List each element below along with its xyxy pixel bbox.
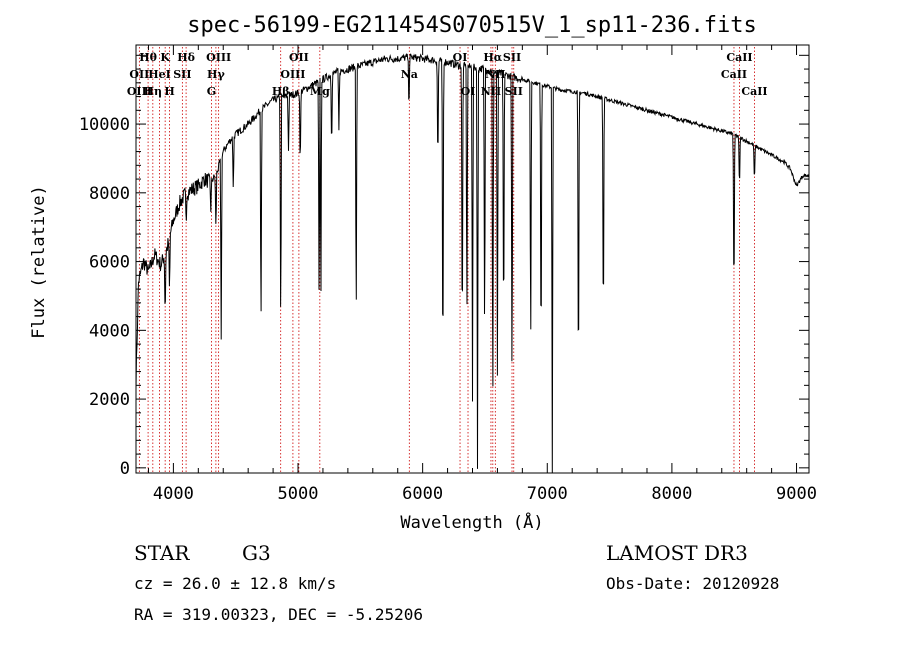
y-tick-label: 4000 — [89, 321, 130, 341]
spectrum-series-line — [135, 52, 810, 474]
x-axis-label: Wavelength (Å) — [400, 511, 543, 533]
x-tick-label: 8000 — [651, 484, 692, 504]
spectral-line-label: OI — [453, 51, 468, 64]
spectral-line-label: OII — [129, 68, 149, 81]
survey-name: LAMOST DR3 — [606, 541, 748, 565]
spectral-line-label: G — [207, 85, 216, 98]
spectral-line-label: OII — [289, 51, 309, 64]
spectral-line-label: K — [160, 51, 170, 64]
chart-title: spec-56199-EG211454S070515V_1_sp11-236.f… — [187, 13, 757, 38]
spectral-line-label: Hη — [144, 85, 162, 98]
obs-date: Obs-Date: 20120928 — [606, 574, 779, 593]
y-axis-label: Flux (relative) — [29, 185, 49, 339]
x-tick-label: 6000 — [402, 484, 443, 504]
x-tick-label: 4000 — [153, 484, 194, 504]
x-tick-label: 9000 — [776, 484, 817, 504]
y-tick-label: 2000 — [89, 390, 130, 410]
y-tick-label: 10000 — [79, 115, 130, 135]
spectral-line-label: CaII — [741, 85, 767, 98]
spectral-line-label: SII — [173, 68, 191, 81]
spectral-line-label: CaII — [726, 51, 752, 64]
redshift-cz: cz = 26.0 ± 12.8 km/s — [134, 574, 336, 593]
spectral-line-label: SII — [505, 85, 523, 98]
y-axis: 0 2000 4000 6000 8000 10000 — [79, 54, 809, 479]
spectral-line-label: CaII — [721, 68, 747, 81]
ra-dec-coords: RA = 319.00323, DEC = -5.25206 — [134, 605, 423, 624]
object-type: STAR — [134, 541, 190, 565]
x-tick-label: 7000 — [527, 484, 568, 504]
spectral-line-label: H — [164, 85, 174, 98]
y-tick-label: 0 — [120, 459, 130, 479]
spectral-line-label: Hα — [483, 51, 502, 64]
spectral-line-label: OIII — [280, 68, 305, 81]
line-markers — [138, 47, 755, 473]
spectral-line-label: OIII — [127, 85, 152, 98]
y-tick-label: 6000 — [89, 253, 130, 273]
spectral-line-label: HeI — [148, 68, 171, 81]
spectral-line-label: SII — [503, 51, 521, 64]
x-tick-label: 5000 — [278, 484, 319, 504]
spectral-line-label: Hγ — [207, 68, 225, 81]
spectral-line-label: Hδ — [177, 51, 195, 64]
spectral-line-label: Hθ — [139, 51, 157, 64]
y-tick-label: 8000 — [89, 184, 130, 204]
x-axis: 4000 5000 6000 7000 8000 9000 — [147, 45, 817, 504]
spectral-line-label: OIII — [206, 51, 231, 64]
subclass: G3 — [242, 541, 271, 565]
